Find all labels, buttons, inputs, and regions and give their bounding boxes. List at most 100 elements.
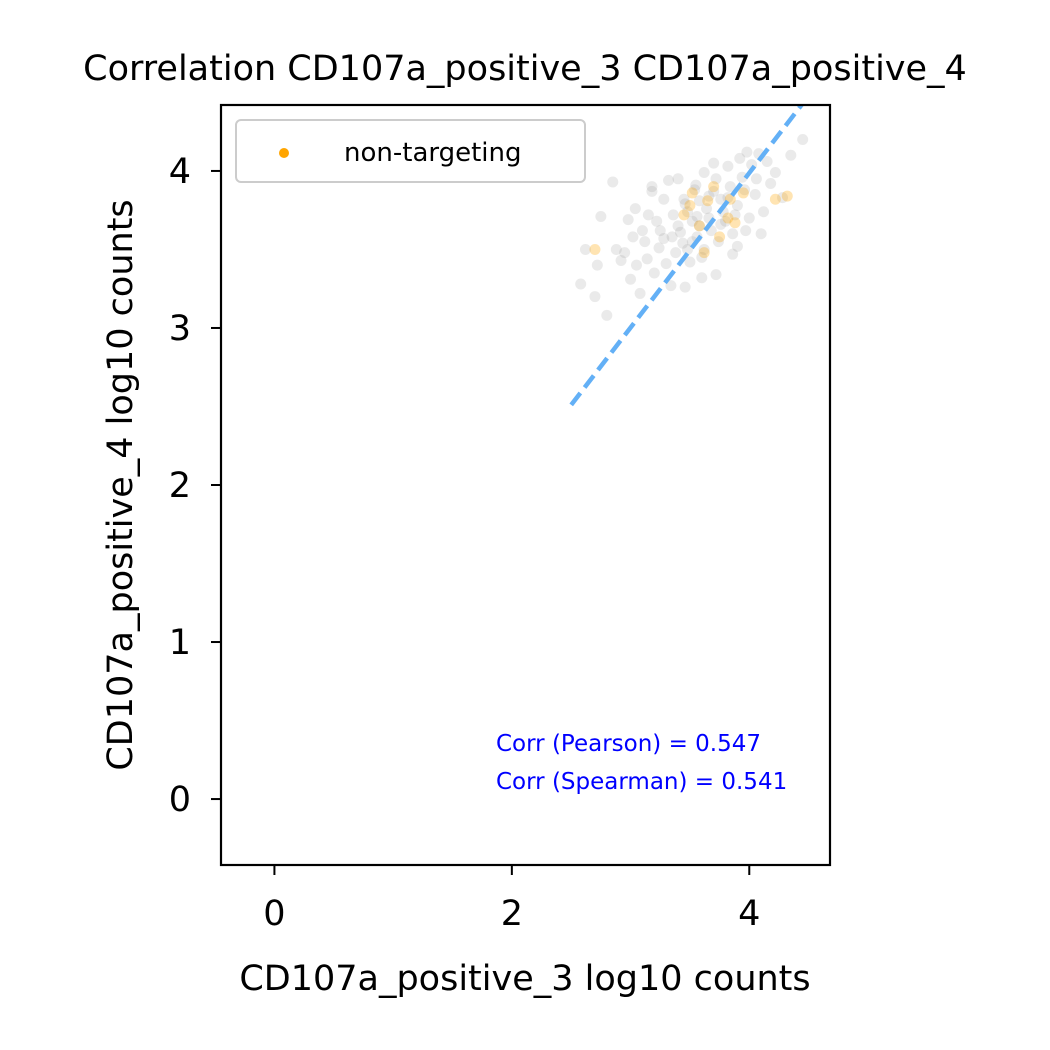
point-other	[636, 225, 648, 237]
points-other	[575, 134, 809, 321]
point-other	[698, 167, 710, 179]
point-other	[684, 256, 696, 268]
point-other	[634, 287, 646, 299]
point-other	[690, 179, 702, 191]
point-other	[765, 178, 777, 190]
point-other	[750, 173, 762, 185]
y-tick-label: 1	[169, 623, 191, 663]
point-other	[629, 203, 641, 215]
point-other	[642, 209, 654, 221]
y-tick-label: 2	[169, 466, 191, 506]
points-non-targeting	[589, 181, 793, 259]
point-other	[703, 190, 715, 202]
point-non-targeting	[698, 247, 710, 259]
point-other	[696, 251, 708, 263]
point-non-targeting	[589, 243, 601, 255]
legend: non-targeting	[235, 119, 586, 183]
point-other	[722, 192, 734, 204]
point-other	[641, 253, 653, 265]
point-other	[625, 273, 637, 285]
legend-label: non-targeting	[344, 138, 522, 168]
point-other	[761, 156, 773, 168]
point-non-targeting	[769, 193, 781, 205]
point-other	[646, 185, 658, 197]
point-non-targeting	[737, 187, 749, 199]
point-other	[712, 236, 724, 248]
point-other	[710, 269, 722, 281]
x-tick-label: 4	[738, 894, 760, 934]
point-other	[589, 291, 601, 303]
point-other	[691, 210, 703, 222]
point-other	[607, 176, 619, 188]
point-other	[678, 193, 690, 205]
point-other	[736, 171, 748, 183]
point-other	[785, 149, 797, 161]
point-non-targeting	[693, 220, 705, 232]
plot-area	[569, 105, 809, 407]
spearman-annotation: Corr (Spearman) = 0.541	[496, 769, 787, 795]
x-tick-label: 0	[263, 894, 285, 934]
point-other	[619, 247, 631, 259]
point-other	[693, 195, 705, 207]
point-other	[679, 281, 691, 293]
point-other	[654, 225, 666, 237]
point-non-targeting	[729, 217, 741, 229]
point-other	[720, 215, 732, 227]
point-other	[715, 193, 727, 205]
point-other	[731, 240, 743, 252]
point-other	[658, 193, 670, 205]
point-other	[708, 185, 720, 197]
point-other	[591, 259, 603, 271]
point-non-targeting	[708, 181, 720, 193]
point-other	[627, 231, 639, 243]
point-other	[682, 206, 694, 218]
legend-box	[235, 119, 586, 183]
point-non-targeting	[678, 209, 690, 221]
point-other	[630, 259, 642, 271]
point-other	[677, 237, 689, 249]
point-other	[696, 272, 708, 284]
point-other	[663, 174, 675, 186]
point-other	[666, 231, 678, 243]
point-other	[710, 173, 722, 185]
fit-line	[569, 105, 805, 407]
x-axis-label: CD107a_positive_3 log10 counts	[239, 959, 810, 999]
point-other	[758, 206, 770, 218]
point-non-targeting	[702, 195, 714, 207]
point-other	[749, 189, 761, 201]
point-other	[651, 215, 663, 227]
x-tick-label: 2	[501, 894, 523, 934]
point-non-targeting	[684, 199, 696, 211]
point-other	[667, 209, 679, 221]
point-other	[715, 218, 727, 230]
point-other	[724, 181, 736, 193]
point-other	[639, 236, 651, 248]
point-other	[727, 228, 739, 240]
point-non-targeting	[714, 231, 726, 243]
point-other	[693, 220, 705, 232]
y-tick-label: 4	[169, 152, 191, 192]
point-other	[686, 215, 698, 227]
point-other	[708, 157, 720, 169]
point-other	[769, 167, 781, 179]
point-other	[665, 280, 677, 292]
point-other	[615, 254, 627, 266]
point-other	[670, 247, 682, 259]
point-non-targeting	[722, 212, 734, 224]
point-other	[739, 184, 751, 196]
point-other	[674, 226, 686, 238]
point-other	[741, 146, 753, 158]
x-axis-ticks: 0 2 4	[263, 865, 760, 934]
point-other	[672, 173, 684, 185]
point-other	[660, 258, 672, 270]
point-other	[646, 181, 658, 193]
point-other	[689, 184, 701, 196]
point-other	[601, 309, 613, 321]
point-other	[777, 192, 789, 204]
point-non-targeting	[781, 190, 793, 202]
point-other	[648, 267, 660, 279]
y-tick-label: 3	[169, 309, 191, 349]
point-other	[579, 243, 591, 255]
point-non-targeting	[686, 187, 698, 199]
point-other	[575, 278, 587, 290]
